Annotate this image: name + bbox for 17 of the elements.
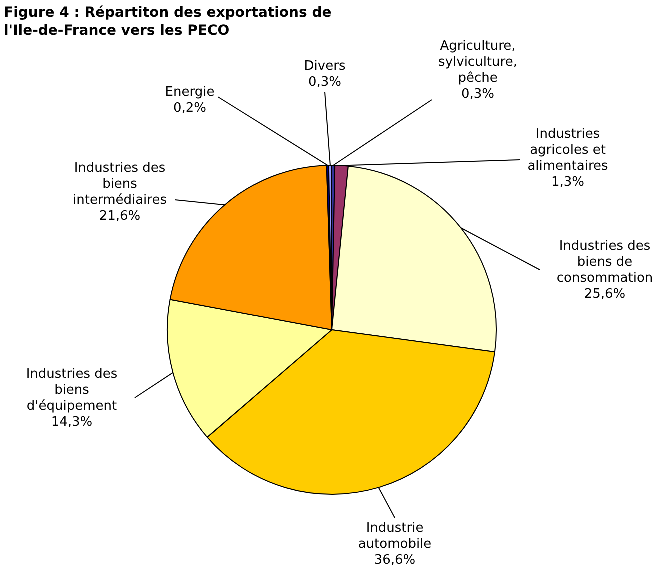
slice-label: Industries des biens intermédiaires [73, 160, 168, 208]
data-label: 1,3% [551, 174, 585, 190]
data-label: 21,6% [99, 208, 141, 224]
slice-label: Agriculture, sylviculture, pêche [438, 38, 518, 86]
data-label: 0,3% [308, 74, 342, 90]
legend-label: Industries des biens d'équipement [26, 366, 118, 414]
data-label: 14,3% [51, 414, 93, 430]
slice-label: Energie [165, 84, 215, 100]
chart-title: Figure 4 : Répartiton des exportations de l'Ile-de-France vers les PECO [4, 4, 333, 40]
slice-label: Industries des biens de consommation [556, 238, 654, 286]
data-label: 0,2% [173, 100, 207, 116]
data-label: 36,6% [374, 552, 416, 567]
slice-label: Industries agricoles et alimentaires [528, 126, 609, 174]
data-label: 25,6% [584, 286, 626, 302]
slice-label: Industrie automobile [358, 520, 432, 552]
data-label: 0,3% [461, 86, 495, 102]
slice-label: Divers [304, 58, 346, 74]
